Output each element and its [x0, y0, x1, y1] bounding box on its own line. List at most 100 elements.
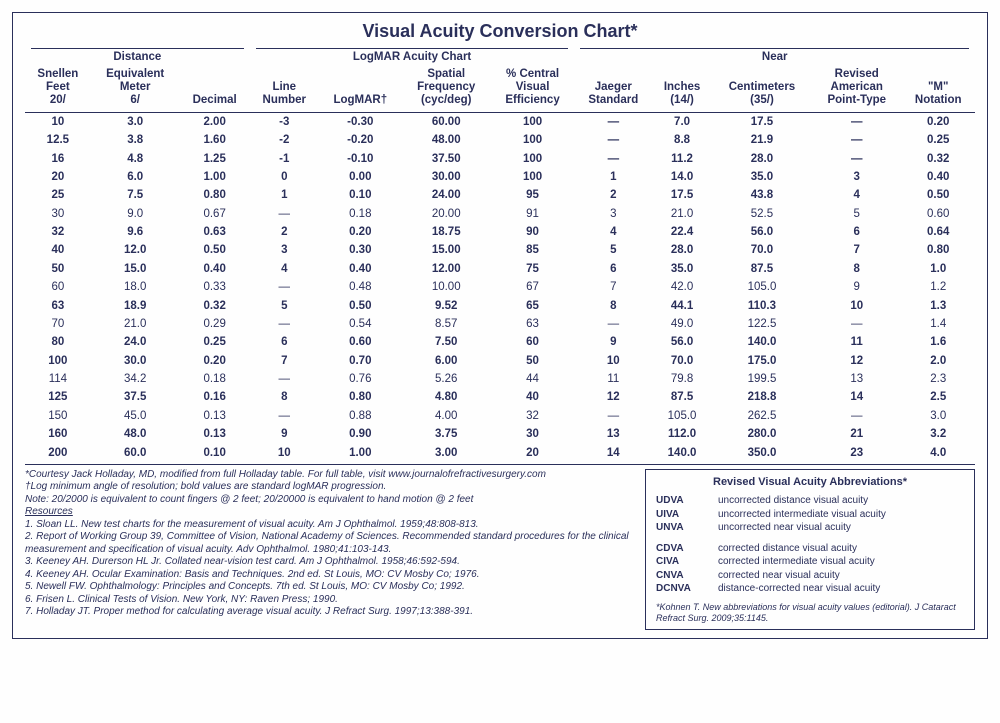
table-cell: 1 — [250, 186, 319, 204]
abbr-code: CIVA — [656, 556, 708, 569]
table-cell: 44 — [491, 370, 575, 388]
table-cell: 87.5 — [712, 260, 812, 278]
table-cell: 32 — [491, 407, 575, 425]
table-cell: 30 — [25, 205, 91, 223]
table-row: 12537.50.1680.804.80401287.5218.8142.5 — [25, 388, 975, 406]
table-cell: 140.0 — [712, 333, 812, 351]
table-cell: 0.18 — [180, 370, 250, 388]
table-cell: 5 — [250, 296, 319, 314]
table-cell: 1.4 — [901, 315, 975, 333]
group-header-row: DistanceLogMAR Acuity ChartNear — [25, 46, 975, 66]
table-cell: 45.0 — [91, 407, 180, 425]
group-header: LogMAR Acuity Chart — [250, 46, 575, 66]
table-cell: 35.0 — [652, 260, 712, 278]
table-cell: 50 — [491, 352, 575, 370]
table-cell: 18.75 — [402, 223, 491, 241]
abbr-code: DCNVA — [656, 583, 708, 596]
table-cell: 100 — [491, 168, 575, 186]
table-cell: 0.54 — [319, 315, 402, 333]
table-cell: 3.8 — [91, 131, 180, 149]
table-cell: -1 — [250, 149, 319, 167]
group-header: Distance — [25, 46, 250, 66]
table-cell: 75 — [491, 260, 575, 278]
table-cell: — — [250, 407, 319, 425]
column-header: Centimeters(35/) — [712, 66, 812, 112]
table-cell: 0.80 — [180, 186, 250, 204]
table-cell: 4 — [574, 223, 652, 241]
table-cell: 0.25 — [901, 131, 975, 149]
table-cell: 1.25 — [180, 149, 250, 167]
table-cell: 56.0 — [712, 223, 812, 241]
table-cell: 2 — [250, 223, 319, 241]
table-cell: 2.3 — [901, 370, 975, 388]
table-cell: 100 — [491, 131, 575, 149]
table-row: 257.50.8010.1024.0095217.543.840.50 — [25, 186, 975, 204]
table-cell: 7 — [250, 352, 319, 370]
resource-line: 2. Report of Working Group 39, Committee… — [25, 531, 631, 556]
table-cell: 7.0 — [652, 112, 712, 131]
table-cell: 0.33 — [180, 278, 250, 296]
table-cell: 95 — [491, 186, 575, 204]
abbr-label: uncorrected near visual acuity — [718, 522, 851, 535]
table-cell: 0.60 — [319, 333, 402, 351]
chart-frame: Visual Acuity Conversion Chart* Distance… — [12, 12, 988, 639]
abbr-code: UDVA — [656, 495, 708, 508]
table-cell: 21.0 — [652, 205, 712, 223]
table-cell: 91 — [491, 205, 575, 223]
table-cell: 0.32 — [180, 296, 250, 314]
table-cell: 87.5 — [652, 388, 712, 406]
table-row: 5015.00.4040.4012.0075635.087.581.0 — [25, 260, 975, 278]
table-cell: 3 — [812, 168, 901, 186]
column-header: SnellenFeet20/ — [25, 66, 91, 112]
table-cell: 28.0 — [712, 149, 812, 167]
table-cell: 1.3 — [901, 296, 975, 314]
table-row: 6318.90.3250.509.5265844.1110.3101.3 — [25, 296, 975, 314]
table-cell: 80 — [25, 333, 91, 351]
table-cell: 0.13 — [180, 425, 250, 443]
table-cell: 6 — [574, 260, 652, 278]
table-cell: — — [574, 149, 652, 167]
abbr-row: UIVAuncorrected intermediate visual acui… — [656, 509, 964, 522]
table-row: 16048.00.1390.903.753013112.0280.0213.2 — [25, 425, 975, 443]
table-cell: 8 — [812, 260, 901, 278]
table-cell: 9 — [250, 425, 319, 443]
table-cell: 0.50 — [901, 186, 975, 204]
table-cell: 100 — [491, 112, 575, 131]
resource-line: 7. Holladay JT. Proper method for calcul… — [25, 606, 631, 619]
table-cell: 1.00 — [180, 168, 250, 186]
footnotes: *Courtesy Jack Holladay, MD, modified fr… — [25, 469, 631, 631]
table-cell: 15.0 — [91, 260, 180, 278]
table-cell: 21 — [812, 425, 901, 443]
table-cell: 6.00 — [402, 352, 491, 370]
table-cell: — — [250, 370, 319, 388]
group-header-label: LogMAR Acuity Chart — [250, 51, 575, 63]
table-cell: 63 — [491, 315, 575, 333]
table-cell: 25 — [25, 186, 91, 204]
table-cell: 218.8 — [712, 388, 812, 406]
table-row: 12.53.81.60-2-0.2048.00100—8.821.9—0.25 — [25, 131, 975, 149]
column-header: JaegerStandard — [574, 66, 652, 112]
table-cell: 21.9 — [712, 131, 812, 149]
column-header-row: SnellenFeet20/EquivalentMeter6/DecimalLi… — [25, 66, 975, 112]
table-cell: 9.0 — [91, 205, 180, 223]
table-cell: — — [812, 315, 901, 333]
table-cell: 0.50 — [180, 241, 250, 259]
table-cell: 12 — [574, 388, 652, 406]
abbr-row: CDVAcorrected distance visual acuity — [656, 543, 964, 556]
table-cell: 6.0 — [91, 168, 180, 186]
table-cell: 150 — [25, 407, 91, 425]
table-cell: — — [812, 112, 901, 131]
table-cell: 3.0 — [901, 407, 975, 425]
table-cell: 0.76 — [319, 370, 402, 388]
group-header: Near — [574, 46, 975, 66]
table-cell: 105.0 — [712, 278, 812, 296]
table-cell: 2.0 — [901, 352, 975, 370]
table-cell: 350.0 — [712, 443, 812, 464]
table-row: 7021.00.29—0.548.5763—49.0122.5—1.4 — [25, 315, 975, 333]
abbr-row: CIVAcorrected intermediate visual acuity — [656, 556, 964, 569]
table-cell: 28.0 — [652, 241, 712, 259]
table-cell: 23 — [812, 443, 901, 464]
table-cell: 65 — [491, 296, 575, 314]
abbr-label: corrected distance visual acuity — [718, 543, 857, 556]
table-cell: — — [812, 131, 901, 149]
